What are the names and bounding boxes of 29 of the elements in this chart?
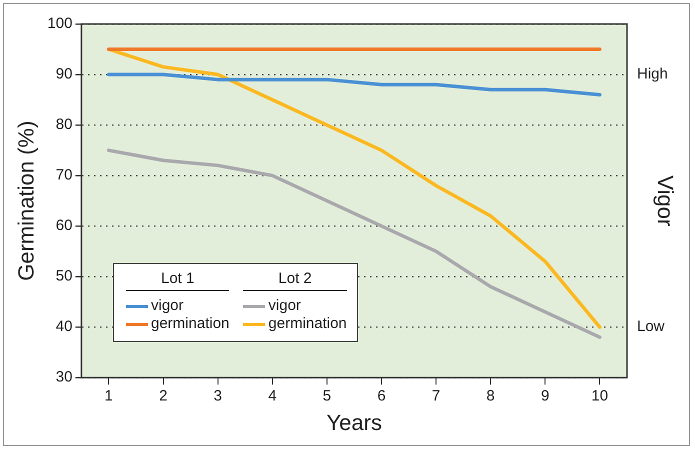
x-tick-label: 5 [322,388,332,405]
y-tick-label: 50 [56,268,72,285]
legend-label: germination [268,315,347,333]
legend-label: vigor [268,297,301,315]
y-tick-label: 90 [56,66,72,83]
y-tick-label: 80 [56,116,72,134]
x-tick-label: 1 [104,388,113,405]
x-tick-label: 10 [591,388,608,405]
x-tick-label: 3 [214,388,222,405]
x-tick-label: 2 [159,388,168,405]
y-tick-label: 60 [56,217,72,234]
legend-label: germination [151,315,230,333]
x-tick-label: 7 [432,388,440,405]
y-tick-label: 100 [47,15,72,32]
text: High [637,66,668,83]
legend-label: vigor [151,297,184,315]
y-tick-label: 40 [56,318,72,336]
y2-axis-title: Vigor [652,175,678,226]
x-tick-label: 9 [540,388,550,405]
y-tick-label: 70 [56,166,72,184]
annotation: Lot 2 [277,270,313,289]
y-axis-title: Germination (%) [13,120,38,281]
x-tick-label: 4 [268,388,277,405]
text: Low [637,318,665,336]
x-tick-label: 8 [486,388,495,405]
y-tick-label: 30 [56,368,72,386]
x-axis-title: Years [326,410,382,435]
annotation: Lot 1 [160,270,196,289]
x-tick-label: 6 [377,388,386,405]
